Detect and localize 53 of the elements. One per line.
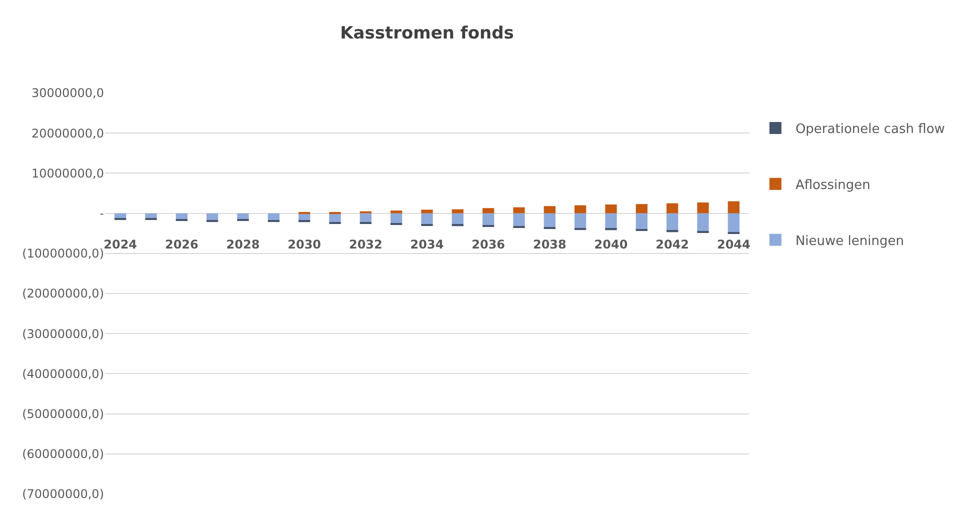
bar [636,204,648,214]
bar [482,208,494,214]
y-tick-label: - [100,206,104,220]
bar [666,203,678,214]
y-tick-label: 30000000,0 [31,86,104,100]
x-tick-label: 2032 [348,237,382,252]
bar [206,213,218,220]
y-tick-label: 10000000,0 [31,166,104,180]
x-tick-label: 2026 [164,237,198,252]
bar [360,213,372,223]
bar [390,213,402,224]
bar [329,213,341,222]
bar [513,207,525,214]
bar [574,205,586,214]
x-tick-label: 2024 [104,237,138,252]
x-tick-label: 2044 [716,237,750,252]
legend-label: Nieuwe leningen [795,234,904,249]
x-tick-label: 2034 [410,237,444,252]
x-tick-label: 2042 [656,237,690,252]
bar [728,213,740,233]
bar [176,213,188,220]
bar [513,213,525,227]
bar [697,213,709,232]
y-tick-label: (20000000,0) [22,286,104,301]
bar [574,213,586,228]
x-tick-label: 2038 [532,237,566,252]
x-tick-label: 2030 [288,237,322,252]
y-tick-label: (30000000,0) [22,326,104,341]
y-tick-label: (40000000,0) [22,366,104,381]
bar [452,209,464,214]
y-tick-label: (70000000,0) [22,487,104,502]
x-tick-label: 2040 [594,237,628,252]
bar [728,201,740,214]
y-tick-label: (60000000,0) [22,447,104,462]
legend-label: Operationele cash flow [795,122,946,138]
bar [544,213,556,228]
y-tick-label: (10000000,0) [22,246,104,261]
x-tick-label: 2036 [472,237,506,252]
bar [544,206,556,214]
bar [390,210,402,214]
bar [421,210,433,214]
bar [482,213,494,226]
bar [697,202,709,214]
bar [605,213,617,229]
x-tick-label: 2028 [226,237,260,252]
bar [421,213,433,224]
y-tick-label: (50000000,0) [22,407,104,421]
y-tick-label: 20000000,0 [31,126,104,140]
legend-label: Aflossingen [795,178,870,193]
chart-title: Kasstromen fonds [340,23,514,44]
bar [636,213,648,230]
bar [605,204,617,214]
bar [666,213,678,231]
